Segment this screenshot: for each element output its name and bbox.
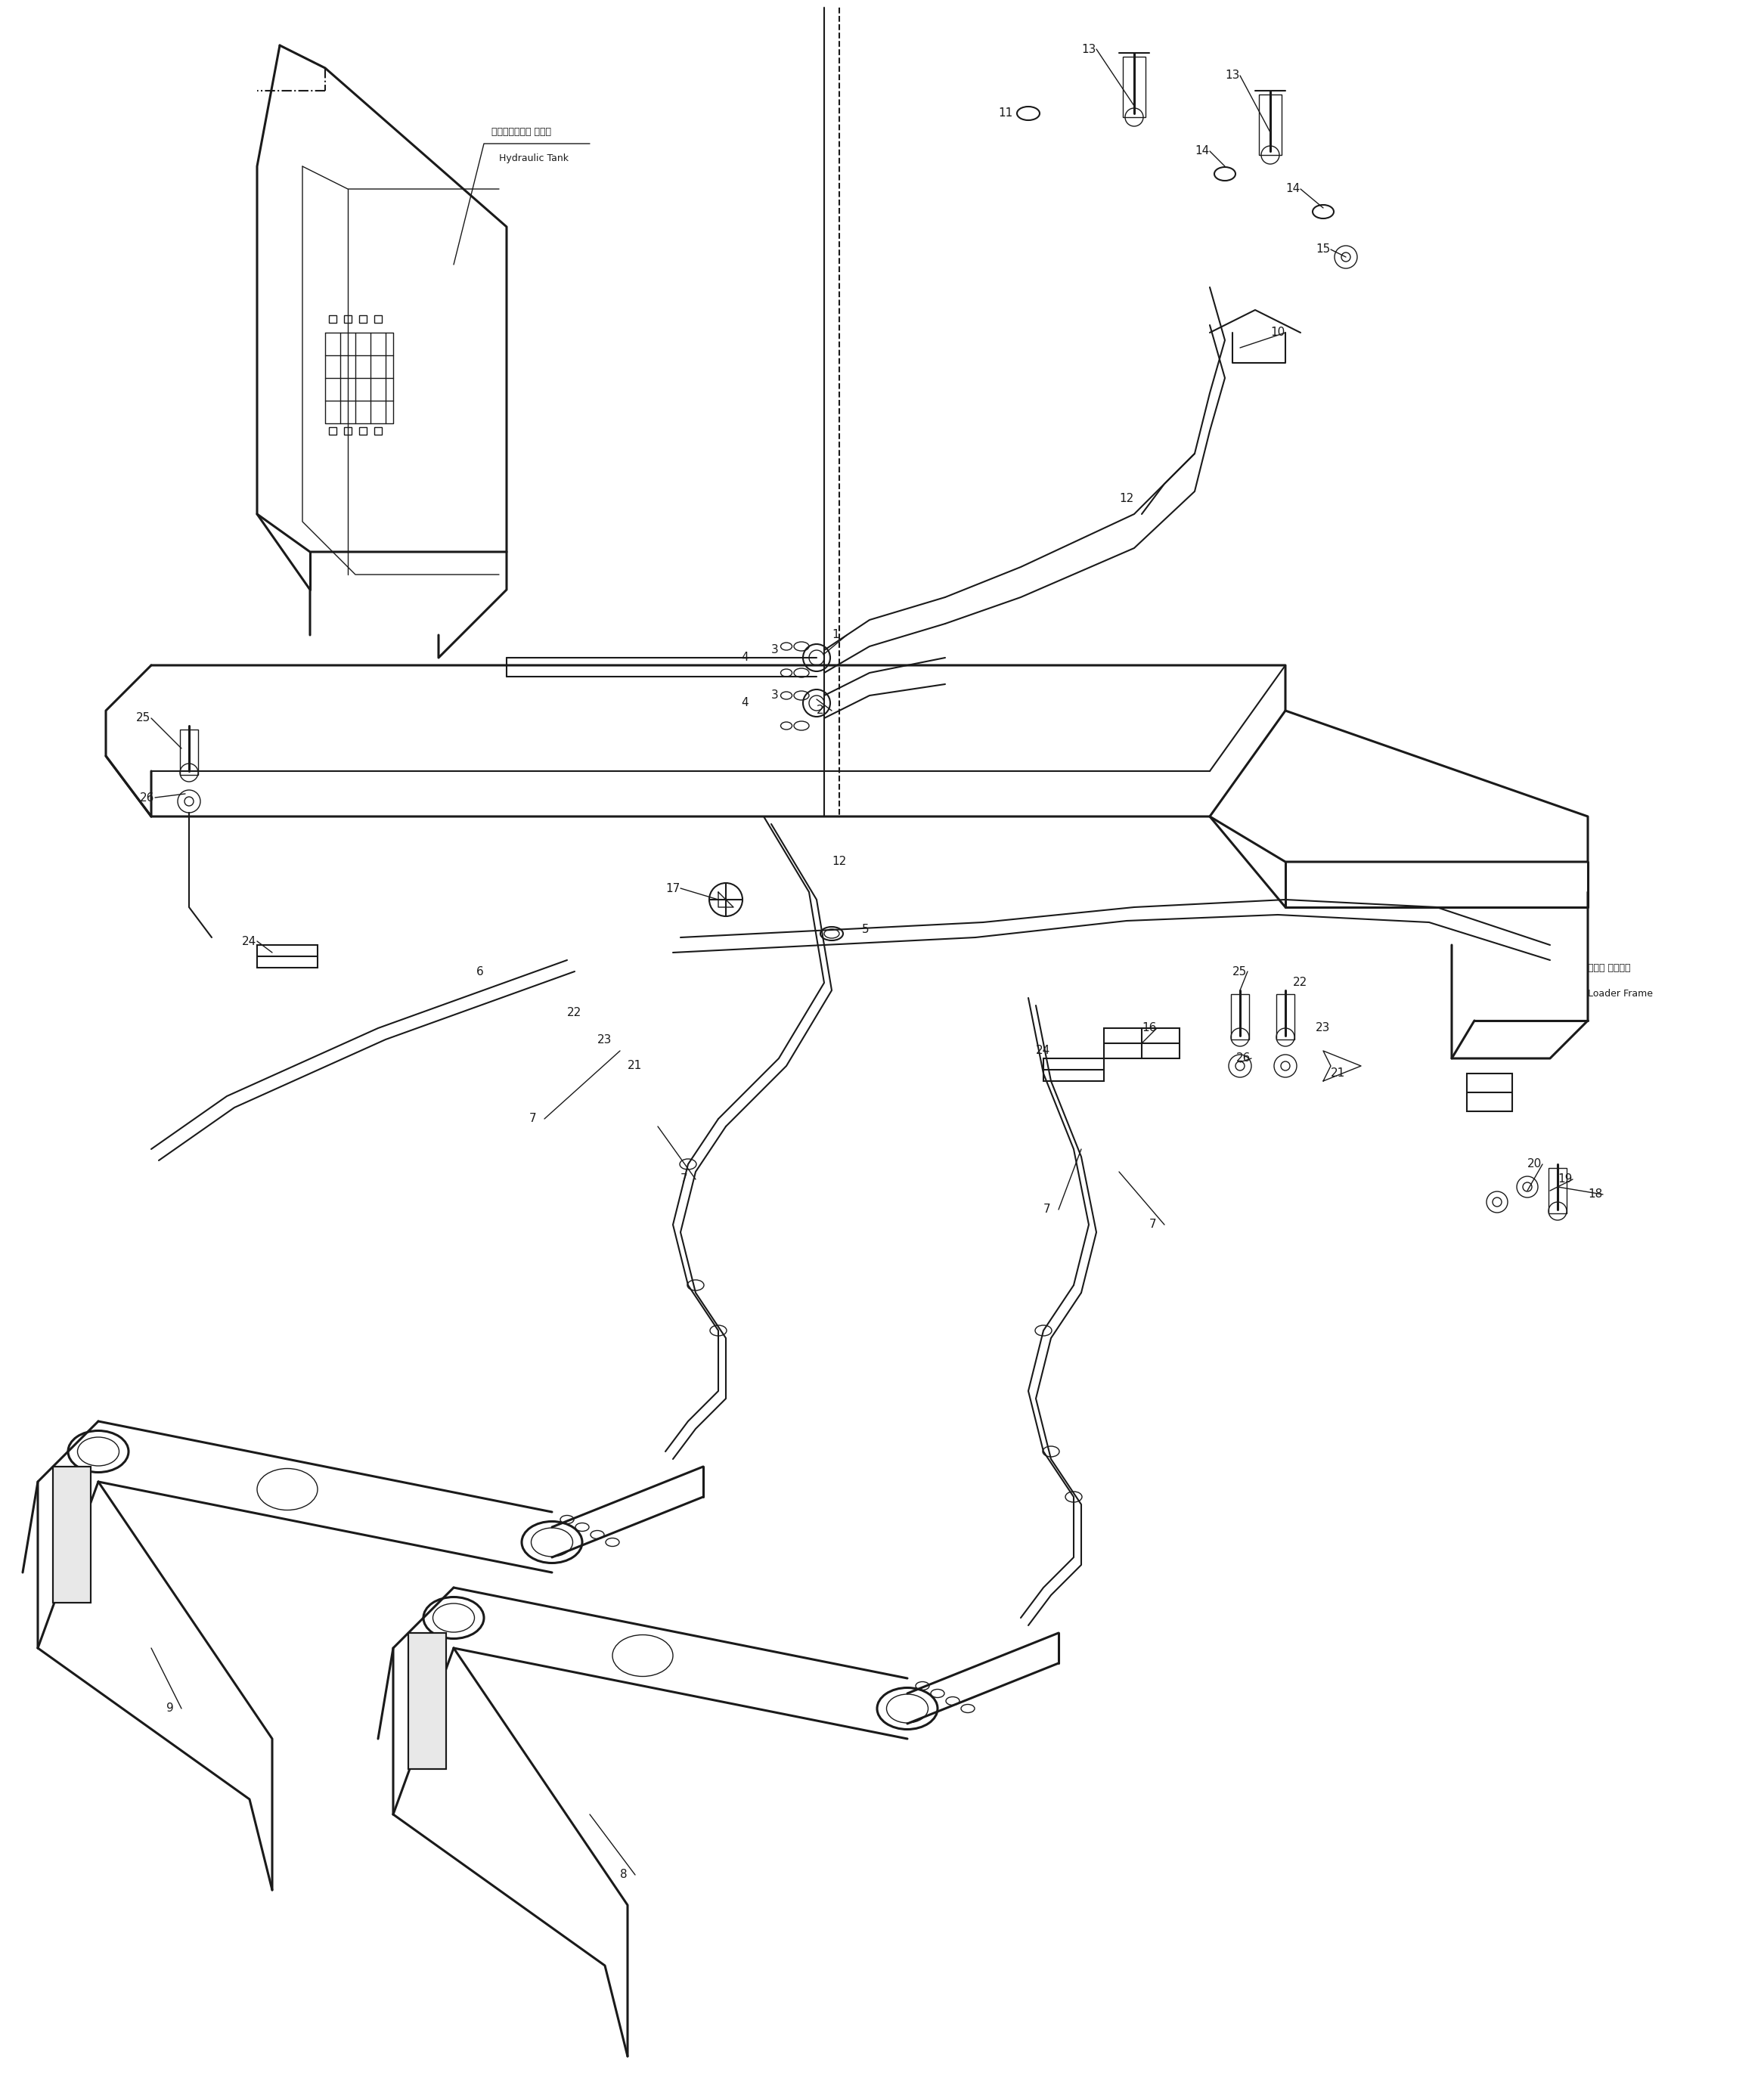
- Bar: [1124, 56, 1145, 117]
- Text: Hydraulic Tank: Hydraulic Tank: [499, 154, 568, 164]
- Bar: [360, 314, 367, 323]
- Text: 1: 1: [831, 629, 840, 641]
- Text: 15: 15: [1316, 244, 1330, 256]
- Text: 7: 7: [681, 1174, 688, 1185]
- Text: 3: 3: [771, 645, 778, 656]
- Bar: [1104, 1029, 1180, 1058]
- Text: 25: 25: [136, 712, 150, 725]
- Text: 22: 22: [566, 1008, 582, 1018]
- Text: 4: 4: [741, 697, 748, 708]
- Bar: [360, 427, 367, 435]
- Text: 24: 24: [1035, 1045, 1050, 1056]
- Text: 19: 19: [1558, 1174, 1572, 1185]
- Text: 13: 13: [1224, 71, 1240, 81]
- Text: 23: 23: [598, 1035, 612, 1045]
- Text: 4: 4: [741, 652, 748, 664]
- Text: 21: 21: [628, 1060, 642, 1072]
- Text: 7: 7: [1150, 1220, 1157, 1230]
- Text: 14: 14: [1194, 146, 1208, 156]
- Bar: [1549, 1168, 1566, 1214]
- Text: 25: 25: [1233, 966, 1247, 976]
- Text: 21: 21: [1330, 1068, 1346, 1078]
- Bar: [1468, 1074, 1512, 1112]
- Text: 24: 24: [242, 935, 256, 947]
- Text: 16: 16: [1141, 1022, 1157, 1035]
- Bar: [53, 1466, 90, 1603]
- Bar: [53, 1466, 90, 1603]
- Bar: [374, 314, 381, 323]
- Text: 9: 9: [166, 1703, 173, 1713]
- Text: ハイドロリック タンク: ハイドロリック タンク: [492, 127, 550, 137]
- Text: 18: 18: [1588, 1189, 1602, 1199]
- Text: 10: 10: [1270, 327, 1284, 337]
- Bar: [344, 314, 351, 323]
- Bar: [1044, 1058, 1104, 1081]
- Text: 11: 11: [998, 108, 1013, 119]
- Bar: [328, 314, 337, 323]
- Bar: [328, 427, 337, 435]
- Text: 5: 5: [863, 924, 870, 935]
- Text: 26: 26: [139, 791, 155, 804]
- Bar: [258, 945, 318, 968]
- Bar: [407, 1632, 446, 1770]
- Bar: [344, 427, 351, 435]
- Text: 8: 8: [619, 1870, 628, 1880]
- Text: 23: 23: [1316, 1022, 1330, 1035]
- Text: 13: 13: [1081, 44, 1095, 54]
- Bar: [180, 729, 198, 775]
- Text: 14: 14: [1286, 183, 1300, 196]
- Text: ローダ フレーム: ローダ フレーム: [1588, 962, 1630, 972]
- Bar: [1277, 993, 1295, 1039]
- Text: 6: 6: [476, 966, 483, 976]
- Text: 2: 2: [817, 706, 824, 716]
- Bar: [407, 1632, 446, 1770]
- Text: 3: 3: [771, 689, 778, 702]
- Text: 20: 20: [1528, 1158, 1542, 1170]
- Bar: [1231, 993, 1249, 1039]
- Text: 7: 7: [529, 1114, 536, 1124]
- Text: 26: 26: [1237, 1053, 1251, 1064]
- Text: 12: 12: [1118, 493, 1134, 504]
- Bar: [374, 427, 381, 435]
- Bar: [1259, 94, 1282, 154]
- Text: 17: 17: [665, 883, 679, 893]
- Text: 22: 22: [1293, 976, 1307, 989]
- Text: 7: 7: [1044, 1203, 1051, 1216]
- Text: 12: 12: [831, 856, 847, 868]
- Text: Loader Frame: Loader Frame: [1588, 989, 1653, 999]
